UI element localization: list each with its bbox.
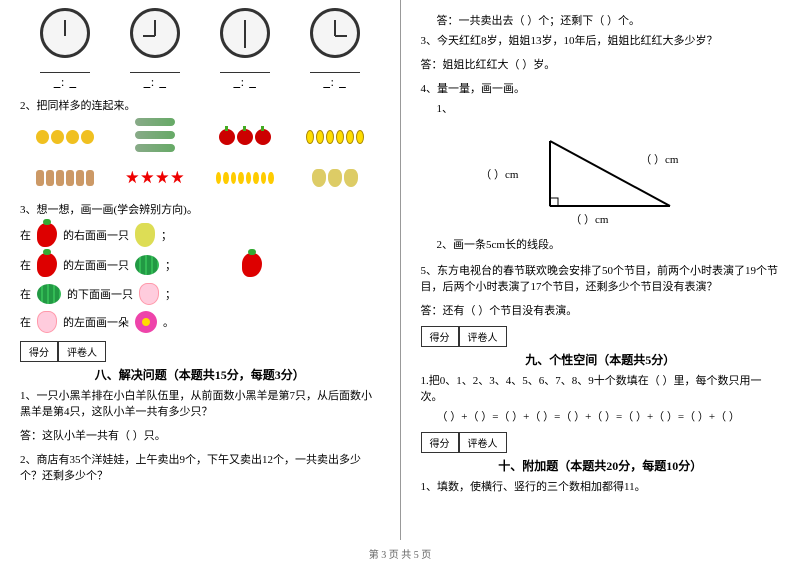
triangle-diagram: （ ）cm （ ）cm （ ）cm — [500, 126, 700, 226]
r-q4-2: 2、画一条5cm长的线段。 — [437, 236, 781, 252]
r-q4: 4、量一量，画一画。 — [421, 80, 781, 96]
clock-blanks — [20, 63, 380, 73]
direction-row-4: 在的左面画一朵。 — [20, 311, 380, 333]
section-8-title: 八、解决问题（本题共15分，每题3分） — [20, 366, 380, 383]
question-3: 3、想一想，画一画(学会辨别方向)。 — [20, 201, 380, 217]
smileys-icon — [305, 119, 365, 154]
time-blanks: ： ： ： ： — [20, 76, 380, 89]
section-10-title: 十、附加题（本题共20分，每题10分） — [421, 457, 781, 474]
caterpillars-icon — [125, 119, 185, 154]
left-column: ： ： ： ： 2、把同样多的连起来。 3、想一想，画一画(学会辨别方向)。 在… — [0, 0, 401, 540]
radish-icon — [37, 253, 57, 277]
clock-3 — [220, 8, 270, 58]
cm-label-2: （ ）cm — [480, 166, 518, 182]
blank — [220, 63, 270, 73]
score-label: 得分 — [20, 341, 58, 362]
grader-label: 评卷人 — [459, 326, 507, 347]
grader-label: 评卷人 — [459, 432, 507, 453]
r-q3: 3、今天红红8岁，姐姐13岁，10年后，姐姐比红红大多少岁？ — [421, 32, 781, 48]
apples-icon — [215, 119, 275, 154]
flower-icon — [135, 311, 157, 333]
melon-icon — [37, 284, 61, 304]
score-label: 得分 — [421, 326, 459, 347]
time-blank: ： — [40, 76, 90, 89]
chicks-icon — [215, 160, 275, 195]
right-column: 答：一共卖出去（ ）个；还剩下（ ）个。 3、今天红红8岁，姐姐13岁，10年后… — [401, 0, 800, 540]
melon-icon — [135, 255, 159, 275]
r-ans3: 答：姐姐比红红大（ ）岁。 — [421, 56, 781, 72]
direction-row-3: 在的下面画一只； — [20, 283, 380, 305]
pear-icon — [135, 223, 155, 247]
grader-label: 评卷人 — [58, 341, 106, 362]
time-blank: ： — [310, 76, 360, 89]
section-9-title: 九、个性空间（本题共5分） — [421, 351, 781, 368]
time-blank: ： — [130, 76, 180, 89]
peach-icon — [139, 283, 159, 305]
page-footer: 第 3 页 共 5 页 — [0, 546, 800, 561]
score-box: 得分 评卷人 — [20, 341, 380, 362]
score-box: 得分 评卷人 — [421, 326, 781, 347]
radish-icon — [37, 223, 57, 247]
radish-icon — [242, 253, 262, 277]
s8-a1: 答：这队小羊一共有（ ）只。 — [20, 427, 380, 443]
clocks-row — [20, 8, 380, 58]
r-q4-1: 1、 — [437, 100, 781, 116]
blank — [310, 63, 360, 73]
peach-icon — [37, 311, 57, 333]
score-box: 得分 评卷人 — [421, 432, 781, 453]
s9-eq: （ ）+（ ）=（ ）+（ ）=（ ）+（ ）=（ ）+（ ）=（ ）+（ ） — [437, 408, 781, 424]
s8-q1: 1、一只小黑羊排在小白羊队伍里，从前面数小黑羊是第7只，从后面数小黑羊是第4只，… — [20, 387, 380, 419]
s9-q1: 1.把0、1、2、3、4、5、6、7、8、9十个数填在（ ）里，每个数只用一次。 — [421, 372, 781, 404]
cm-label-1: （ ）cm — [640, 151, 678, 167]
r-q5: 5、东方电视台的春节联欢晚会安排了50个节目，前两个小时表演了19个节目，后两个… — [421, 262, 781, 294]
time-blank: ： — [220, 76, 270, 89]
pears-icon — [305, 160, 365, 195]
bears-icon — [35, 160, 95, 195]
match-row-1 — [20, 119, 380, 154]
direction-row-1: 在的右面画一只； — [20, 223, 380, 247]
s10-q1: 1、填数，使横行、竖行的三个数相加都得11。 — [421, 478, 781, 494]
score-label: 得分 — [421, 432, 459, 453]
blank — [40, 63, 90, 73]
match-row-2 — [20, 160, 380, 195]
clock-2 — [130, 8, 180, 58]
r-ans5: 答：还有（ ）个节目没有表演。 — [421, 302, 781, 318]
s8-q2: 2、商店有35个洋娃娃，上午卖出9个，下午又卖出12个，一共卖出多少个？还剩多少… — [20, 451, 380, 483]
clock-1 — [40, 8, 90, 58]
question-2: 2、把同样多的连起来。 — [20, 97, 380, 113]
r-ans2: 答：一共卖出去（ ）个；还剩下（ ）个。 — [437, 12, 781, 28]
blank — [130, 63, 180, 73]
flowers-icon — [35, 119, 95, 154]
direction-row-2: 在的左面画一只； — [20, 253, 380, 277]
cm-label-3: （ ）cm — [570, 211, 608, 227]
stars-icon — [125, 160, 185, 195]
clock-4 — [310, 8, 360, 58]
